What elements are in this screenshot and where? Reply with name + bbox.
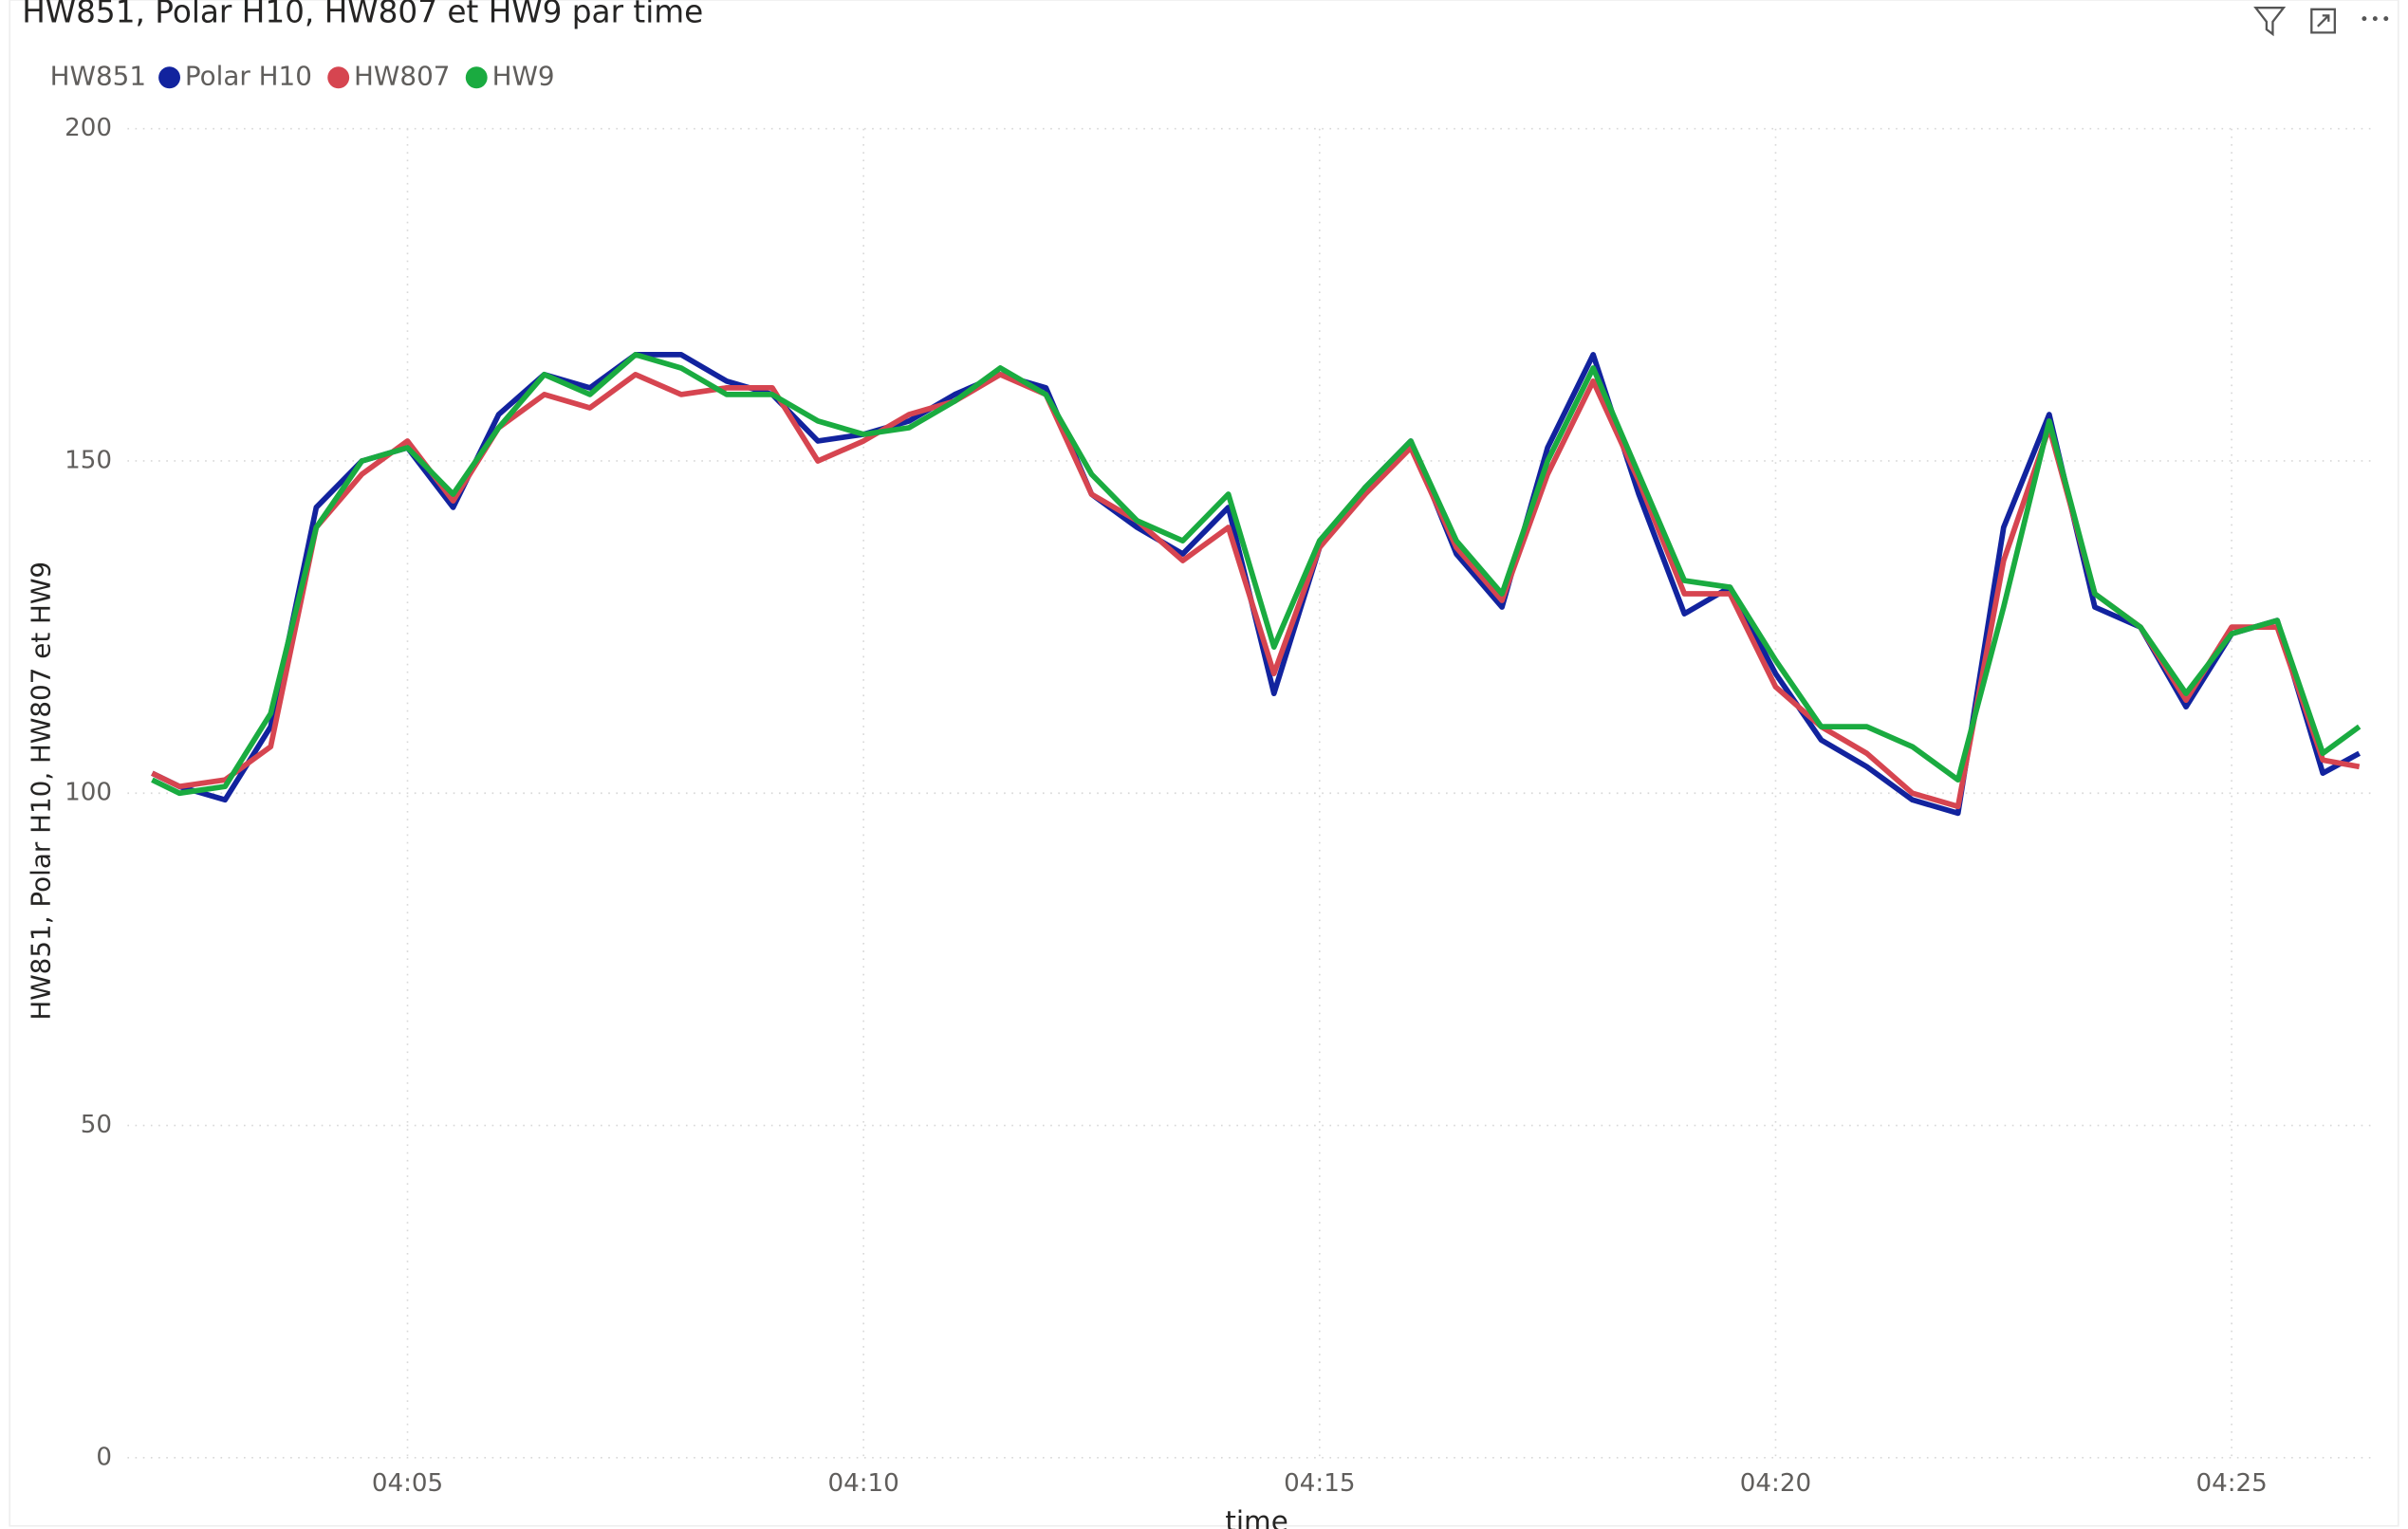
y-tick-label: 100 bbox=[65, 779, 112, 807]
x-tick-label: 04:25 bbox=[2195, 1469, 2267, 1498]
more-options-icon[interactable] bbox=[2362, 16, 2389, 22]
y-tick-label: 0 bbox=[96, 1443, 112, 1471]
y-tick-label: 200 bbox=[65, 114, 112, 142]
focus-mode-icon[interactable] bbox=[2310, 8, 2336, 34]
legend-marker bbox=[465, 66, 488, 89]
x-tick-label: 04:10 bbox=[827, 1469, 898, 1498]
y-tick-label: 150 bbox=[65, 446, 112, 474]
y-axis-title: HW851, Polar H10, HW807 et HW9 bbox=[25, 562, 56, 1021]
legend-label: HW9 bbox=[492, 61, 555, 92]
legend-label: Polar H10 bbox=[185, 61, 312, 92]
visual-border bbox=[9, 0, 2399, 1527]
chart-title: HW851, Polar H10, HW807 et HW9 par time bbox=[22, 0, 703, 30]
legend-title: HW851 bbox=[50, 61, 146, 92]
legend-marker bbox=[327, 66, 350, 89]
filter-icon[interactable] bbox=[2253, 7, 2287, 37]
legend-marker bbox=[158, 66, 181, 89]
legend-label: HW807 bbox=[354, 61, 450, 92]
y-tick-label: 50 bbox=[81, 1111, 112, 1139]
x-tick-label: 04:20 bbox=[1740, 1469, 1811, 1498]
visual-header-icons[interactable] bbox=[2253, 7, 2389, 37]
x-tick-label: 04:05 bbox=[372, 1469, 443, 1498]
series-line bbox=[151, 352, 2362, 797]
x-axis-title: time bbox=[1225, 1505, 1287, 1529]
x-tick-label: 04:15 bbox=[1284, 1469, 1355, 1498]
